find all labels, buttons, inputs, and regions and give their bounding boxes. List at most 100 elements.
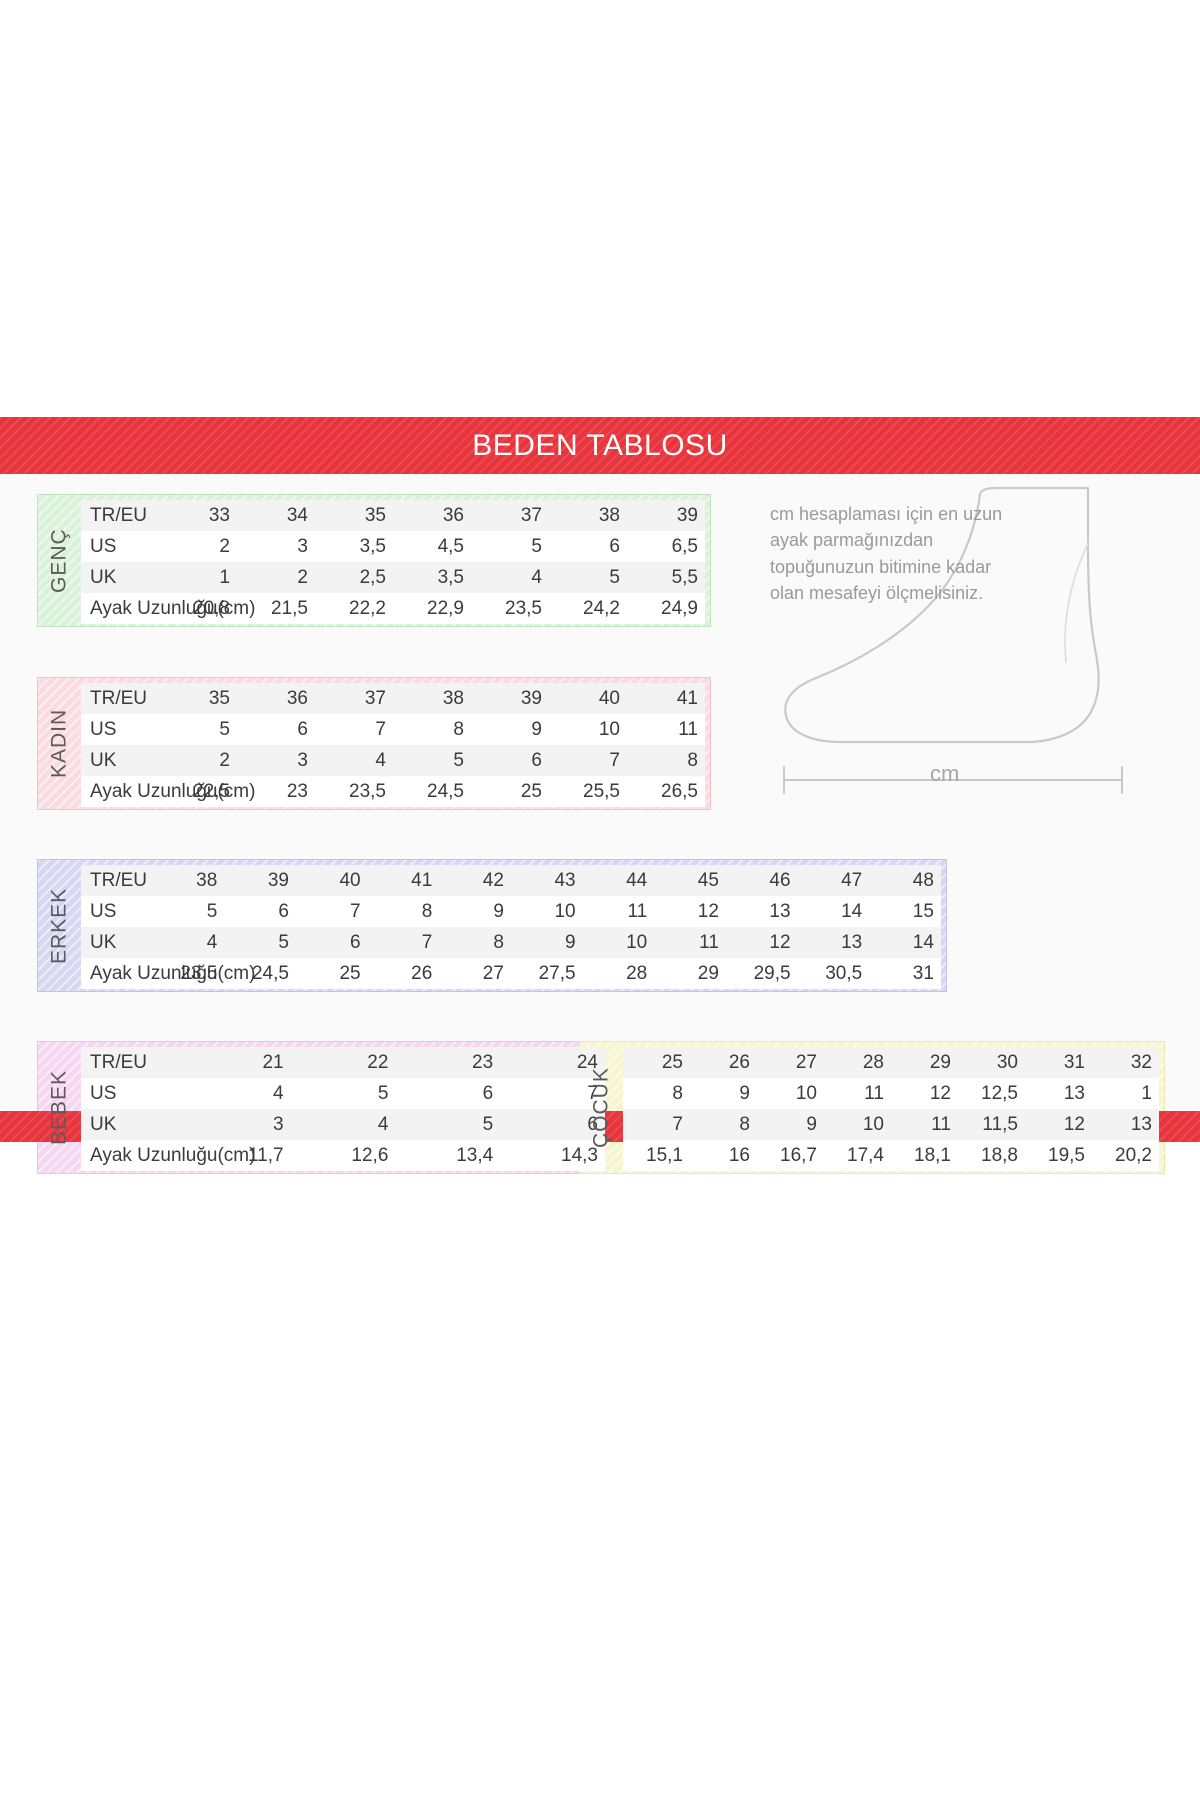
- cell: 5: [609, 566, 620, 588]
- cell: 5: [206, 900, 218, 922]
- cell: 4: [531, 566, 542, 588]
- foot-illustration: [770, 484, 1160, 814]
- table-row: Ayak Uzunluğu(cm) 20,8 21,5 22,2 22,9 23…: [81, 593, 705, 624]
- cell: 9: [806, 1113, 817, 1135]
- cell: 3: [297, 749, 308, 771]
- row-label: Ayak Uzunluğu(cm): [90, 1144, 256, 1166]
- cell: 28: [862, 1051, 884, 1073]
- size-table-genc: TR/EU 33 34 35 36 37 38 39 US: [81, 500, 705, 624]
- cell: 7: [375, 718, 386, 740]
- cell: 48: [912, 869, 934, 891]
- table-row: 8 9 10 11 12 12,5 13 1: [623, 1078, 1159, 1109]
- table-row: Ayak Uzunluğu(cm) 11,7 12,6 13,4 14,3: [81, 1140, 605, 1171]
- cell: 5,5: [671, 566, 698, 588]
- cell: 9: [531, 718, 542, 740]
- cell: 7: [350, 900, 361, 922]
- cell: 9: [565, 931, 576, 953]
- size-table-bebek: TR/EU 21 22 23 24 US 4 5 6: [81, 1047, 605, 1171]
- cell: 4: [375, 749, 386, 771]
- cell: 23,5: [349, 780, 386, 802]
- table-row: UK 2 3 4 5 6 7 8: [81, 745, 705, 776]
- table-row: 25 26 27 28 29 30 31 32: [623, 1047, 1159, 1078]
- cell: 26,5: [661, 780, 698, 802]
- size-table-cocuk: 25 26 27 28 29 30 31 32 8: [623, 1047, 1159, 1171]
- row-label: TR/EU: [90, 687, 147, 709]
- measurement-instructions: cm hesaplaması için en uzun ayak parmağı…: [770, 504, 1003, 603]
- page-title: BEDEN TABLOSU: [472, 428, 728, 462]
- cell: 12: [769, 931, 791, 953]
- cell: 36: [286, 687, 308, 709]
- cell: 41: [676, 687, 698, 709]
- cell: 3: [297, 535, 308, 557]
- size-table-kadin-wrapper: TR/EU 35 36 37 38 39 40 41 US: [81, 683, 705, 807]
- table-row: UK 4 5 6 7 8 9 10 11 12 13: [81, 927, 941, 958]
- cell: 22,2: [349, 597, 386, 619]
- cell: 3: [273, 1113, 284, 1135]
- cell: 16: [728, 1144, 750, 1166]
- cell: 4: [377, 1113, 389, 1135]
- cell: 40: [598, 687, 620, 709]
- table-row: TR/EU 35 36 37 38 39 40 41: [81, 683, 705, 714]
- cell: 40: [339, 869, 361, 891]
- cell: 27,5: [538, 962, 576, 984]
- cell: 1: [219, 566, 230, 588]
- table-row: 15,1 16 16,7 17,4 18,1 18,8 19,5 20,2: [623, 1140, 1159, 1171]
- row-label: Ayak Uzunluğu(cm): [90, 780, 256, 802]
- cell: 22: [367, 1051, 389, 1073]
- cell: 33: [208, 504, 230, 526]
- row-label: TR/EU: [90, 1051, 147, 1073]
- cell: 6: [297, 718, 308, 740]
- cell: 13: [841, 931, 863, 953]
- size-group-erkek: ERKEK TR/EU 38 39 40 41 42 43: [37, 859, 947, 992]
- cell: 10: [862, 1113, 884, 1135]
- row-label: US: [90, 535, 117, 557]
- table-row: 7 8 9 10 11 11,5 12 13: [623, 1109, 1159, 1140]
- cell: 11: [864, 1082, 884, 1104]
- cell: 27: [482, 962, 504, 984]
- cell: 10: [554, 900, 576, 922]
- cell: 27: [795, 1051, 817, 1073]
- cell: 8: [739, 1113, 750, 1135]
- cell: 18,1: [914, 1144, 951, 1166]
- cell: 24,2: [583, 597, 620, 619]
- table-row: TR/EU 38 39 40 41 42 43 44 45 46 47: [81, 865, 941, 896]
- cell: 9: [739, 1082, 750, 1104]
- cell: 37: [520, 504, 542, 526]
- cell: 15,1: [646, 1144, 683, 1166]
- cell: 7: [672, 1113, 683, 1135]
- cm-measure-label: cm: [930, 761, 960, 786]
- cell: 38: [442, 687, 464, 709]
- cell: 43: [554, 869, 576, 891]
- cell: 25: [661, 1051, 683, 1073]
- cell: 12: [1063, 1113, 1085, 1135]
- cell: 11: [627, 900, 648, 922]
- row-label: UK: [90, 566, 117, 588]
- size-table-genc-wrapper: TR/EU 33 34 35 36 37 38 39 US: [81, 500, 705, 624]
- cell: 10: [598, 718, 620, 740]
- cell: 26: [728, 1051, 750, 1073]
- cell: 37: [364, 687, 386, 709]
- cell: 5: [377, 1082, 389, 1104]
- cell: 6,5: [671, 535, 698, 557]
- cell: 1: [1141, 1082, 1152, 1104]
- cell: 25,5: [583, 780, 620, 802]
- table-row: UK 3 4 5 6: [81, 1109, 605, 1140]
- cell: 12,5: [981, 1082, 1018, 1104]
- cell: 12,6: [351, 1144, 389, 1166]
- size-group-bebek: BEBEK TR/EU 21 22 23 24 US: [37, 1041, 611, 1174]
- cell: 11,5: [982, 1113, 1018, 1135]
- cell: 5: [278, 931, 289, 953]
- cell: 16,7: [780, 1144, 817, 1166]
- cell: 21: [262, 1051, 284, 1073]
- cell: 23: [472, 1051, 494, 1073]
- row-label: US: [90, 718, 117, 740]
- cell: 46: [769, 869, 791, 891]
- cell: 13: [1063, 1082, 1085, 1104]
- table-row: TR/EU 21 22 23 24: [81, 1047, 605, 1078]
- size-table-kadin: TR/EU 35 36 37 38 39 40 41 US: [81, 683, 705, 807]
- cell: 22,9: [427, 597, 464, 619]
- cell: 7: [609, 749, 620, 771]
- size-table-erkek-wrapper: TR/EU 38 39 40 41 42 43 44 45 46 47: [81, 865, 941, 989]
- table-row: TR/EU 33 34 35 36 37 38 39: [81, 500, 705, 531]
